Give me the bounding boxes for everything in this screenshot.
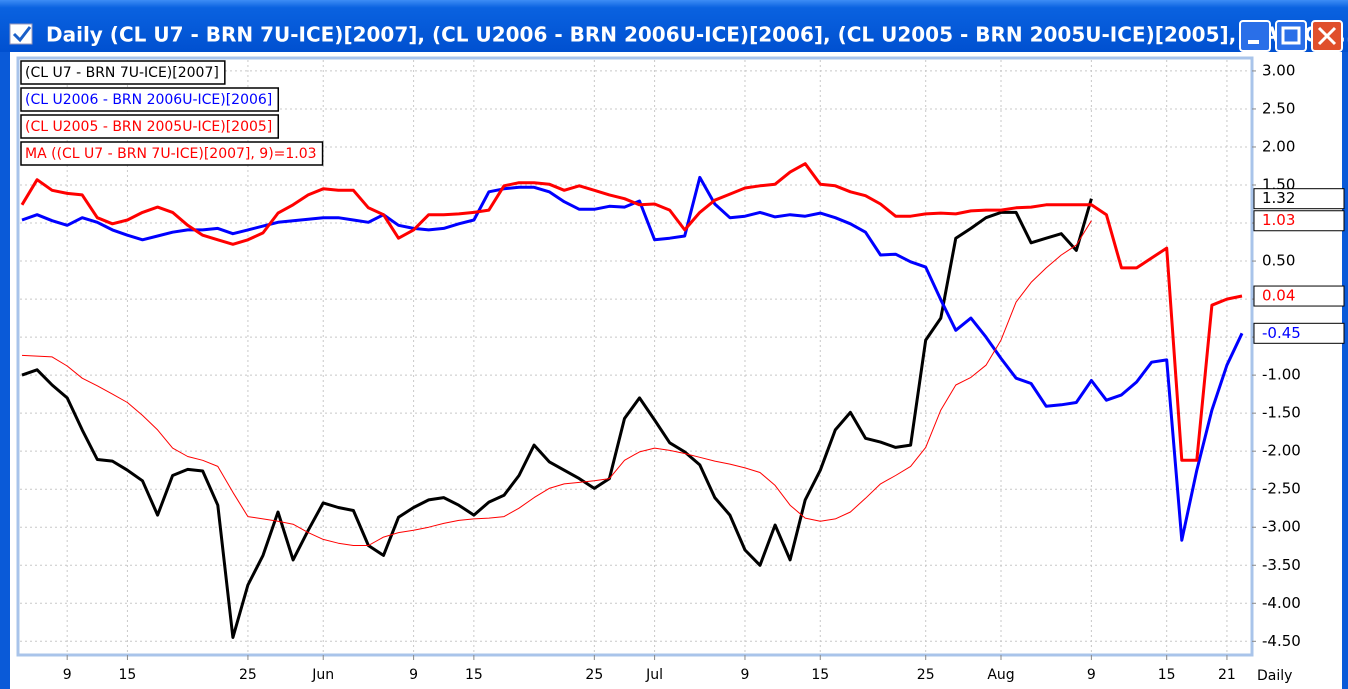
- last-value-label: 1.03: [1262, 211, 1295, 229]
- last-value-frame: [1253, 285, 1345, 307]
- last-value-box: 1.32: [1253, 188, 1345, 210]
- last-value-frame: [1253, 188, 1345, 210]
- last-value-box: 1.03: [1253, 210, 1345, 232]
- y-tick-label: -4.50: [1262, 632, 1301, 650]
- legend-label: (CL U2005 - BRN 2005U-ICE)[2005]: [25, 119, 272, 135]
- series-line: [21, 220, 1092, 546]
- series-line: [21, 198, 1093, 639]
- last-value-box: 0.04: [1253, 285, 1345, 307]
- last-value-label: 1.32: [1262, 189, 1295, 207]
- x-tick-label: 25: [239, 667, 257, 683]
- legend-item: (CL U7 - BRN 7U-ICE)[2007]: [20, 60, 226, 85]
- legend-frame: [20, 60, 226, 85]
- y-tick-label: 0.50: [1262, 252, 1295, 270]
- window-title: Daily (CL U7 - BRN 7U-ICE)[2007], (CL U2…: [46, 23, 1348, 47]
- y-tick-label: 2.00: [1262, 137, 1295, 155]
- x-tick-label: 9: [741, 667, 750, 683]
- y-tick-label: -2.00: [1262, 442, 1301, 460]
- legend-item: (CL U2006 - BRN 2006U-ICE)[2006]: [20, 87, 280, 112]
- x-tick-label: Jul: [645, 667, 663, 683]
- x-tick-label: 15: [119, 667, 137, 683]
- x-tick-label: 15: [811, 667, 829, 683]
- window-border-right: [1342, 52, 1348, 689]
- series-line: [21, 175, 1244, 542]
- legend-label: (CL U2006 - BRN 2006U-ICE)[2006]: [25, 92, 272, 108]
- y-tick-label: -3.50: [1262, 556, 1301, 574]
- maximize-button[interactable]: [1275, 20, 1307, 52]
- x-tick-label: 15: [465, 667, 483, 683]
- last-value-frame: [1253, 210, 1345, 232]
- x-tick-label: 15: [1158, 667, 1176, 683]
- x-tick-label: Jun: [311, 667, 334, 683]
- y-tick-label: -4.00: [1262, 594, 1301, 612]
- legend-item: (CL U2005 - BRN 2005U-ICE)[2005]: [20, 114, 280, 139]
- window-icon: [9, 23, 33, 45]
- legend-frame: [20, 141, 324, 166]
- legend-label: (CL U7 - BRN 7U-ICE)[2007]: [25, 65, 219, 81]
- y-tick-label: 3.00: [1262, 61, 1295, 79]
- legend-item: MA ((CL U7 - BRN 7U-ICE)[2007], 9)=1.03: [20, 141, 324, 166]
- last-value-label: 0.04: [1262, 287, 1295, 305]
- last-value-box: -0.45: [1253, 322, 1345, 344]
- legend-frame: [20, 87, 280, 112]
- y-tick-label: -2.50: [1262, 480, 1301, 498]
- last-value-label: -0.45: [1262, 324, 1301, 342]
- y-tick-label: -1.50: [1262, 404, 1301, 422]
- minimize-button[interactable]: [1239, 20, 1271, 52]
- x-tick-label: 9: [409, 667, 418, 683]
- x-tick-label: 25: [585, 667, 603, 683]
- x-tick-label: 21: [1218, 667, 1236, 683]
- last-value-frame: [1253, 322, 1345, 344]
- title-bar: [0, 0, 1348, 52]
- y-tick-label: -1.00: [1262, 366, 1301, 384]
- legend-frame: [20, 114, 280, 139]
- x-tick-label: 9: [1087, 667, 1096, 683]
- series-line: [20, 162, 1243, 462]
- close-button[interactable]: [1311, 20, 1343, 52]
- legend-label: MA ((CL U7 - BRN 7U-ICE)[2007], 9)=1.03: [25, 146, 317, 162]
- y-tick-label: -3.00: [1262, 518, 1301, 536]
- x-axis-label: Daily: [1257, 668, 1292, 684]
- x-tick-label: 9: [63, 667, 72, 683]
- x-tick-label: 25: [917, 667, 935, 683]
- y-tick-label: 2.50: [1262, 99, 1295, 117]
- series-lines: [20, 162, 1244, 639]
- x-tick-label: Aug: [987, 667, 1014, 683]
- window-border-left: [0, 52, 10, 689]
